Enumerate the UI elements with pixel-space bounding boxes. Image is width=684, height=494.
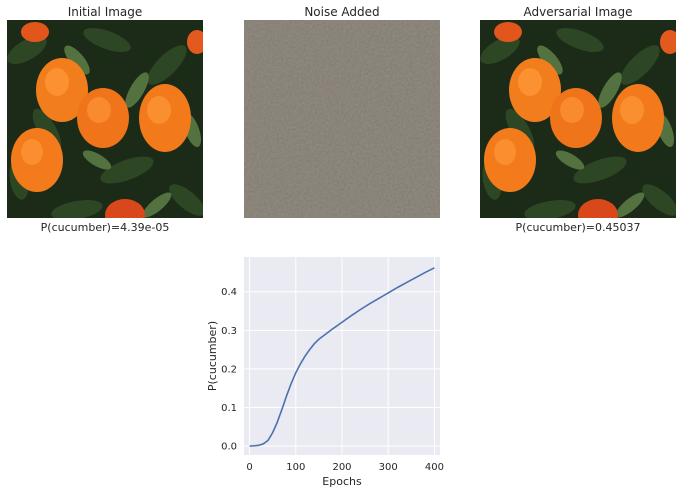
x-tick-label: 0 [246,462,252,473]
panel-caption-adversarial: P(cucumber)=0.45037 [515,221,641,234]
initial-image [7,20,207,231]
panel-title-initial: Initial Image [67,5,143,19]
adversarial-noise [244,20,440,218]
panel-title-noise: Noise Added [304,5,380,19]
y-tick-label: 0.0 [221,442,237,453]
y-tick-label: 0.3 [221,326,237,337]
panel-caption-initial: P(cucumber)=4.39e-05 [40,221,170,234]
noise-image [244,20,440,218]
y-axis-label: P(cucumber) [206,321,219,391]
panel-title-adversarial: Adversarial Image [523,5,633,19]
y-gridlines [244,291,440,447]
x-tick-label: 400 [425,462,444,473]
y-tick-label: 0.2 [221,364,237,375]
x-axis-label: Epochs [322,475,362,488]
x-tick-label: 200 [332,462,351,473]
y-tick-label: 0.4 [221,287,237,298]
x-tick-labels: 0 100 200 300 400 [246,462,444,473]
x-tick-label: 100 [286,462,305,473]
y-tick-labels: 0.0 0.1 0.2 0.3 0.4 [221,287,237,452]
y-tick-label: 0.1 [221,403,237,414]
series-line [249,267,435,447]
x-gridlines [249,257,435,455]
orange-tree-photo-initial [7,20,207,231]
x-tick-label: 300 [379,462,398,473]
